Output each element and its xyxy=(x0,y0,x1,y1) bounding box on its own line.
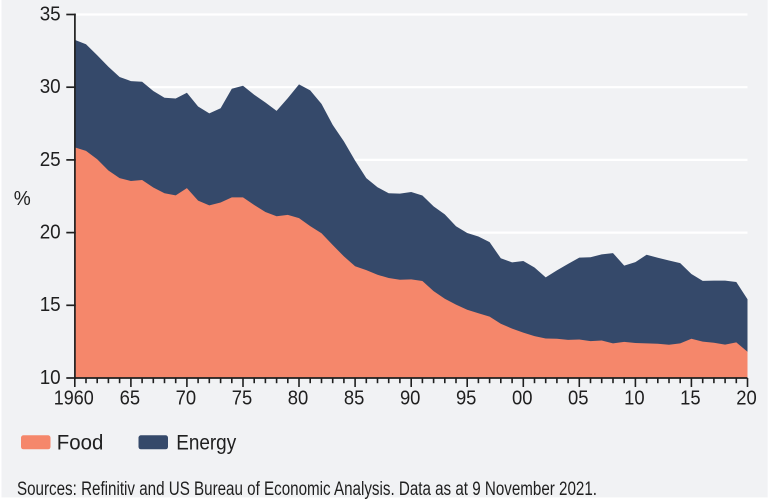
svg-text:20: 20 xyxy=(736,387,757,410)
svg-text:65: 65 xyxy=(120,387,141,410)
svg-text:90: 90 xyxy=(400,387,421,410)
svg-text:25: 25 xyxy=(40,148,61,171)
svg-text:15: 15 xyxy=(680,387,701,410)
svg-text:%: % xyxy=(14,187,31,210)
svg-text:00: 00 xyxy=(512,387,533,410)
svg-text:75: 75 xyxy=(232,387,253,410)
svg-text:30: 30 xyxy=(40,75,61,98)
svg-text:1960: 1960 xyxy=(54,387,94,410)
svg-text:70: 70 xyxy=(176,387,197,410)
svg-text:35: 35 xyxy=(40,2,61,25)
svg-text:Food: Food xyxy=(57,430,104,454)
svg-text:10: 10 xyxy=(40,366,61,389)
svg-text:95: 95 xyxy=(456,387,477,410)
svg-text:20: 20 xyxy=(40,221,61,244)
svg-text:85: 85 xyxy=(344,387,365,410)
svg-text:05: 05 xyxy=(568,387,589,410)
svg-text:Sources: Refinitiv and US Bure: Sources: Refinitiv and US Bureau of Econ… xyxy=(17,479,597,500)
svg-text:15: 15 xyxy=(40,293,61,316)
svg-text:80: 80 xyxy=(288,387,309,410)
svg-text:Energy: Energy xyxy=(176,430,236,454)
svg-text:10: 10 xyxy=(624,387,645,410)
